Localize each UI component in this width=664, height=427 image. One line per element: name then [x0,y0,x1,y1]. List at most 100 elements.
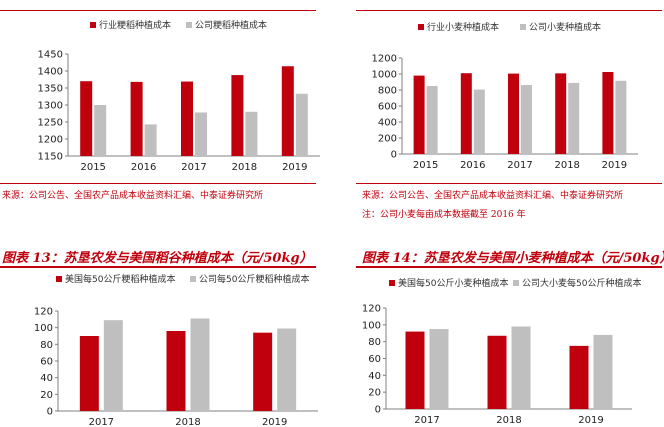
x-tick-label: 2017 [181,162,206,173]
y-tick-label: 40 [368,371,381,382]
x-tick-label: 2019 [262,417,287,427]
chart3-title-rule [0,266,316,268]
top-rule-left [0,10,316,11]
bar-2-2016 [144,124,157,156]
y-tick-label: 200 [378,134,397,145]
legend-label-2: 公司粳稻种植成本 [195,19,267,31]
chart1-bottom-rule [0,183,316,184]
bar-2-2017 [521,85,532,154]
bar-2-2018 [190,318,210,411]
x-tick-label: 2018 [554,160,579,171]
y-tick-label: 1450 [38,50,63,61]
bar-2-2016 [473,89,485,154]
y-tick-label: 60 [40,357,53,368]
legend-label-1: 美国每50公斤小麦种植成本 [398,277,508,289]
bar-2-2015 [426,86,438,154]
legend-swatch-1 [418,24,424,30]
x-tick-label: 2016 [131,162,156,173]
top-rule-right [356,10,662,11]
bar-2-2015 [94,105,107,156]
y-tick-label: 20 [368,388,381,399]
y-tick-label: 120 [362,304,381,315]
bar-1-2018 [231,75,244,156]
bar-1-2015 [80,81,93,156]
y-tick-label: 1350 [38,84,63,95]
legend-swatch-1 [56,276,62,282]
bar-1-2019 [281,66,294,156]
bar-1-2019 [253,332,273,411]
bar-1-2016 [460,73,472,154]
legend-label-1: 行业粳稻种植成本 [99,19,171,31]
x-tick-label: 2017 [507,160,532,171]
legend-label-2: 公司大小麦每50公斤种植成本 [522,277,641,289]
bar-2-2018 [245,111,258,156]
bar-2-2017 [195,112,207,156]
x-tick-label: 2019 [282,162,307,173]
bar-1-2019 [569,345,589,409]
y-tick-label: 1000 [372,70,397,81]
chart2-source: 来源：公司公告、全国农产品成本收益资料汇编、中泰证券研究所 [362,191,624,201]
y-tick-label: 20 [40,390,53,401]
legend-swatch-2 [513,280,519,286]
legend-label-1: 行业小麦种植成本 [427,21,499,33]
y-tick-label: 80 [40,340,53,351]
x-tick-label: 2018 [496,415,521,426]
y-tick-label: 1300 [38,101,63,112]
y-tick-label: 40 [40,373,53,384]
legend-label-1: 美国每50公斤粳稻种植成本 [65,273,175,285]
chart-rice-cost-per-mu: 行业粳稻种植成本 公司粳稻种植成本 1150 1200 1250 1300 1350 1400… [38,19,320,173]
y-tick-label: 400 [378,118,397,129]
chart-rice-cost-per-50kg: 美国每50公斤粳稻种植成本 公司每50公斤粳稻种植成本 0 20 40 60 80 100 12… [34,273,318,427]
bar-1-2017 [79,336,99,411]
bar-1-2017 [405,331,425,409]
legend-swatch-2 [520,24,526,30]
bar-2-2019 [295,93,308,156]
bar-2-2018 [568,82,580,154]
y-tick-label: 1150 [38,152,63,163]
bar-2-2019 [615,80,627,154]
bar-1-2019 [602,72,614,154]
y-tick-label: 80 [368,337,381,348]
chart-wheat-cost-per-50kg: 美国每50公斤小麦种植成本 公司大小麦每50公斤种植成本 0 20 40 60 80 100 1… [362,277,642,426]
y-tick-label: 0 [47,407,53,418]
y-tick-label: 100 [34,323,53,334]
y-tick-label: 0 [375,405,381,416]
x-tick-label: 2015 [80,162,105,173]
bar-2-2017 [103,320,123,411]
bar-1-2018 [487,335,507,409]
bar-1-2018 [555,73,567,154]
legend-label-2: 公司小麦种植成本 [529,21,601,33]
bar-2-2017 [429,329,449,409]
chart3-title: 图表 13：苏垦农发与美国稻谷种植成本（元/50kg） [2,251,313,266]
chart2-bottom-rule [356,183,662,184]
x-tick-label: 2015 [413,160,438,171]
chart4-title: 图表 14：苏垦农发与美国小麦种植成本（元/50kg） [362,251,664,266]
y-tick-label: 1200 [38,135,63,146]
bar-2-2018 [511,326,531,409]
y-tick-label: 60 [368,354,381,365]
legend-label-2: 公司每50公斤粳稻种植成本 [199,273,309,285]
chart4-title-rule [356,266,662,268]
legend-swatch-1 [389,280,395,286]
x-tick-label: 2017 [414,415,439,426]
bar-2-2019 [277,328,297,411]
y-tick-label: 120 [34,307,53,318]
legend-swatch-1 [90,22,96,28]
x-tick-label: 2019 [578,415,603,426]
y-tick-label: 600 [378,102,397,113]
x-tick-label: 2018 [232,162,257,173]
legend-swatch-2 [186,22,192,28]
chart1-source: 来源：公司公告、全国农产品成本收益资料汇编、中泰证券研究所 [2,191,264,201]
x-tick-label: 2016 [460,160,485,171]
chart2-note: 注：公司小麦每亩成本数据截至 2016 年 [362,210,526,220]
y-tick-label: 1400 [38,67,63,78]
y-tick-label: 800 [378,86,397,97]
x-tick-label: 2018 [175,417,200,427]
legend-swatch-2 [190,276,196,282]
x-tick-label: 2019 [602,160,627,171]
y-tick-label: 1250 [38,118,63,129]
bar-1-2016 [130,81,143,156]
y-tick-label: 1200 [372,54,397,65]
y-tick-label: 0 [391,150,397,161]
bar-1-2017 [508,73,519,154]
